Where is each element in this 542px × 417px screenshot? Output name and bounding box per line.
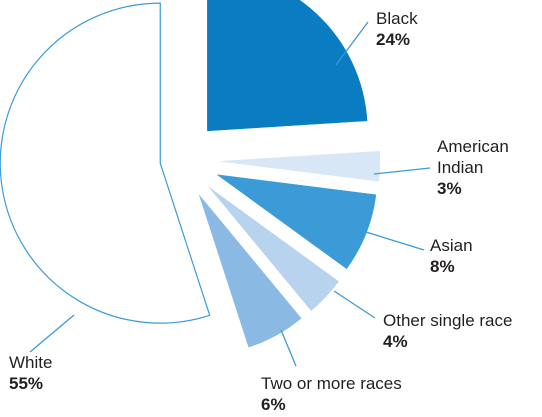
slice-name-line: Other single race <box>383 311 512 330</box>
pie-slice-american-indian <box>219 150 381 182</box>
leader-line-asian <box>365 231 425 251</box>
slice-label-other-single-race: Other single race 4% <box>383 311 512 351</box>
pie-slice-white <box>0 2 211 324</box>
slice-label-asian: Asian 8% <box>430 236 473 276</box>
slice-percent: 3% <box>437 179 462 198</box>
slice-name-line: Two or more races <box>261 374 402 393</box>
slice-labels: Black 24% American Indian 3% Asian 8% Other sin… <box>9 9 512 414</box>
pie-slice-two-or-more-races <box>199 194 302 348</box>
slice-percent: 4% <box>383 332 408 351</box>
slice-percent: 24% <box>376 30 410 49</box>
slice-name-line: Asian <box>430 236 473 255</box>
slice-label-black: Black 24% <box>376 9 418 49</box>
leader-lines <box>29 21 431 367</box>
pie-slice-other-single-race <box>208 187 339 312</box>
leader-line-white <box>29 314 75 353</box>
pie-slice-black <box>207 0 368 132</box>
leader-line-black <box>335 21 369 66</box>
slice-label-two-or-more-races: Two or more races 6% <box>261 374 402 414</box>
slice-label-american-indian: American Indian 3% <box>437 137 509 198</box>
slice-percent: 8% <box>430 257 455 276</box>
pie-slices <box>0 0 381 348</box>
slice-percent: 6% <box>261 395 286 414</box>
leader-line-other-single-race <box>333 290 376 319</box>
leader-line-american-indian <box>373 167 431 175</box>
pie-slice-asian <box>217 174 377 270</box>
slice-name-line: White <box>9 353 52 372</box>
slice-percent: 55% <box>9 374 43 393</box>
slice-name-line: Black <box>376 9 418 28</box>
leader-line-two-or-more-races <box>280 329 297 367</box>
slice-name-line: American <box>437 137 509 156</box>
slice-label-white: White 55% <box>9 353 52 393</box>
slice-name-line: Indian <box>437 158 483 177</box>
